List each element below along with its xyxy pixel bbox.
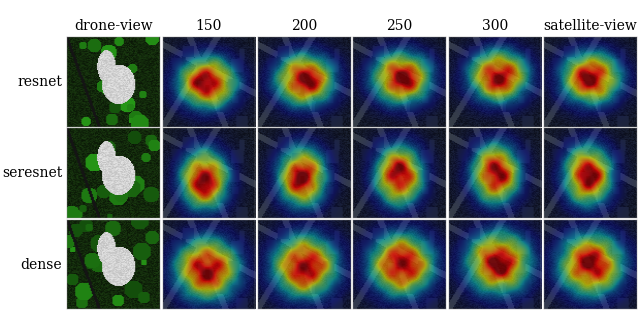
Text: drone-view: drone-view xyxy=(74,19,153,33)
Text: resnet: resnet xyxy=(17,75,62,89)
Text: 300: 300 xyxy=(482,19,508,33)
Text: 150: 150 xyxy=(196,19,222,33)
Text: satellite-view: satellite-view xyxy=(543,19,637,33)
Text: 200: 200 xyxy=(291,19,317,33)
Text: seresnet: seresnet xyxy=(2,166,62,180)
Text: dense: dense xyxy=(20,258,62,272)
Text: 250: 250 xyxy=(387,19,413,33)
